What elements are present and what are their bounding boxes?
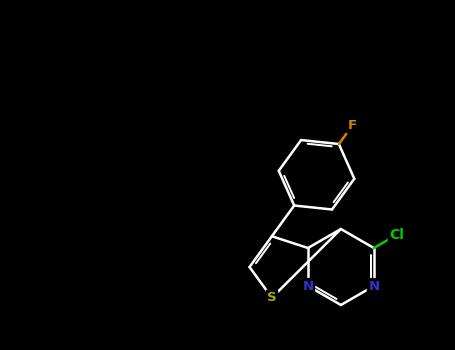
Text: N: N	[303, 280, 313, 293]
Text: S: S	[267, 291, 277, 304]
Text: F: F	[348, 119, 357, 132]
Text: Cl: Cl	[389, 228, 404, 242]
Text: N: N	[368, 280, 379, 293]
